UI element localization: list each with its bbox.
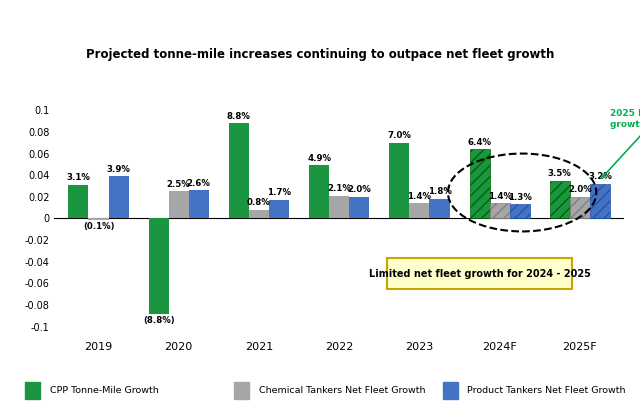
Text: 1.7%: 1.7% xyxy=(267,189,291,198)
Text: 2.1%: 2.1% xyxy=(327,184,351,193)
Bar xyxy=(234,382,250,399)
Text: Chemical Tankers Net Fleet Growth: Chemical Tankers Net Fleet Growth xyxy=(259,386,425,395)
Bar xyxy=(470,149,490,218)
Text: CPP Tonne-Mile Demand vs. Net Fleet Growth(1)(2)(3)(4): CPP Tonne-Mile Demand vs. Net Fleet Grow… xyxy=(182,76,458,86)
Bar xyxy=(309,166,329,218)
Text: 1.8%: 1.8% xyxy=(428,187,451,196)
Bar xyxy=(329,196,349,218)
Text: 4.9%: 4.9% xyxy=(307,154,331,163)
Bar xyxy=(269,200,289,218)
Text: Significant Supply-Demand Gap: Significant Supply-Demand Gap xyxy=(10,11,383,31)
Text: 3.9%: 3.9% xyxy=(107,164,131,173)
Bar xyxy=(590,184,610,218)
Text: 6.4%: 6.4% xyxy=(468,137,492,146)
Text: (8.8%): (8.8%) xyxy=(143,316,175,325)
Text: 3.1%: 3.1% xyxy=(67,173,90,182)
Bar xyxy=(429,199,449,218)
Bar xyxy=(443,382,458,399)
Text: 2.0%: 2.0% xyxy=(568,185,592,194)
Bar xyxy=(490,203,509,218)
Bar xyxy=(25,382,40,399)
Bar xyxy=(570,197,590,218)
Text: 2025 MR net fleet
growth = 2.2%: 2025 MR net fleet growth = 2.2% xyxy=(602,109,640,178)
Text: 1.4%: 1.4% xyxy=(408,191,431,200)
Bar xyxy=(88,218,109,220)
Bar xyxy=(148,218,169,314)
Text: (0.1%): (0.1%) xyxy=(83,222,115,231)
Bar xyxy=(410,203,429,218)
Text: 8.8%: 8.8% xyxy=(227,112,251,121)
Text: Product Tankers Net Fleet Growth: Product Tankers Net Fleet Growth xyxy=(467,386,626,395)
Text: 2.5%: 2.5% xyxy=(167,180,191,189)
Text: 1.4%: 1.4% xyxy=(488,191,511,200)
Bar xyxy=(389,143,410,218)
Text: 1.3%: 1.3% xyxy=(508,193,532,202)
Text: Projected tonne-mile increases continuing to outpace net fleet growth: Projected tonne-mile increases continuin… xyxy=(86,48,554,61)
Text: 2.6%: 2.6% xyxy=(187,179,211,188)
Bar xyxy=(189,190,209,218)
Text: CPP Tonne-Mile Growth: CPP Tonne-Mile Growth xyxy=(50,386,159,395)
Text: 7.0%: 7.0% xyxy=(387,131,412,140)
Bar xyxy=(68,185,88,218)
Text: 2.0%: 2.0% xyxy=(348,185,371,194)
Text: 3.5%: 3.5% xyxy=(548,169,572,178)
FancyBboxPatch shape xyxy=(387,258,572,289)
Bar xyxy=(109,176,129,218)
Bar xyxy=(169,191,189,218)
Text: 0.8%: 0.8% xyxy=(247,198,271,207)
Bar xyxy=(349,197,369,218)
Text: 3.2%: 3.2% xyxy=(588,172,612,181)
Bar xyxy=(509,204,530,218)
Bar xyxy=(249,210,269,218)
Bar xyxy=(229,123,249,218)
Bar xyxy=(550,181,570,218)
Text: Limited net fleet growth for 2024 - 2025: Limited net fleet growth for 2024 - 2025 xyxy=(369,269,591,279)
